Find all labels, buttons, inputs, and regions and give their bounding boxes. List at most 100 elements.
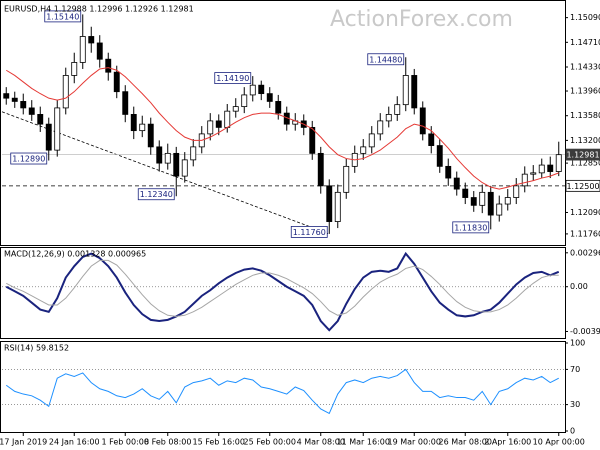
indicator-line (5, 368, 559, 415)
candle-body (215, 120, 222, 128)
candle-body (62, 75, 69, 109)
candle-body (232, 106, 239, 112)
y-tick-label: -0.003916 (570, 327, 600, 336)
annotation-label: 1.12890 (12, 155, 45, 164)
price-panel (0, 0, 566, 246)
candle-body (45, 123, 52, 151)
annotation-box (214, 72, 252, 84)
candle-body (419, 107, 426, 135)
candle-body (368, 133, 375, 148)
x-tick-label: 8 Feb 08:00 (144, 438, 191, 447)
candle-body (3, 93, 10, 99)
watermark: ActionForex.com (330, 7, 513, 32)
panel-title: EURUSD,H4 1.12988 1.12996 1.12926 1.1298… (4, 5, 194, 14)
candle-body (105, 58, 112, 73)
annotation-box (44, 10, 82, 23)
annotation-box (367, 53, 405, 66)
candle-body (462, 188, 469, 198)
annotation-label: 1.14480 (369, 55, 402, 64)
candle-body (538, 164, 545, 174)
candle-body (547, 164, 554, 172)
candle-body (88, 36, 95, 44)
x-tick-label: 26 Mar 08:00 (439, 438, 492, 447)
candle-body (275, 101, 282, 114)
y-tick-label: 0.002967 (570, 248, 600, 257)
candle-body (436, 145, 443, 167)
price-box (565, 179, 600, 192)
y-tick-label: 70 (570, 365, 580, 374)
candle-body (504, 197, 511, 205)
candle-body (530, 172, 537, 175)
candle-body (496, 203, 503, 216)
candle-body (139, 123, 146, 132)
x-tick-label: 11 Mar 16:00 (337, 438, 390, 447)
y-tick-label: 1.11760 (570, 229, 600, 238)
x-tick-label: 25 Feb 00:00 (244, 438, 296, 447)
y-tick-label: 100 (570, 339, 585, 348)
candle-body (360, 146, 367, 154)
trendline (1, 111, 330, 235)
candle-body (113, 71, 120, 93)
price-box (565, 148, 600, 161)
candle-body (428, 133, 435, 146)
candle-body (11, 97, 18, 102)
candle-body (555, 154, 562, 172)
y-tick-label: 0 (570, 427, 575, 436)
y-tick-label: 1.13200 (570, 136, 600, 145)
indicator-line (6, 259, 559, 317)
candle-body (181, 159, 188, 177)
candle-body (122, 91, 129, 115)
candle-body (402, 75, 409, 106)
candle-body (317, 152, 324, 187)
price-box-label: 1.12981 (566, 151, 599, 160)
annotation-box (10, 152, 48, 165)
candle-body (130, 114, 137, 132)
candle-body (164, 152, 171, 164)
candle-body (79, 36, 86, 63)
indicator-line (5, 251, 560, 332)
candle-body (513, 185, 520, 198)
candle-body (156, 146, 163, 164)
annotation-box (452, 221, 490, 234)
x-tick-label: 10 Apr 00:00 (533, 438, 585, 447)
price-box-label: 1.12500 (566, 182, 599, 191)
x-tick-label: 24 Jan 16:00 (49, 438, 100, 447)
candle-body (411, 75, 418, 109)
candle-body (224, 110, 231, 128)
candle-body (71, 62, 78, 76)
panel-title: MACD(12,26,9) 0.001328 0.000965 (4, 250, 146, 259)
candle-body (258, 84, 265, 95)
moving-average (5, 67, 559, 190)
rsi-panel (0, 341, 566, 433)
x-tick-label: 4 Mar 08:00 (297, 438, 345, 447)
candle-body (521, 173, 528, 187)
x-tick-label: 17 Jan 2019 (0, 438, 47, 447)
candle-body (20, 101, 27, 109)
candle-body (309, 126, 316, 154)
annotation-box (137, 188, 175, 201)
candle-body (249, 84, 256, 96)
y-tick-label: 30 (570, 400, 580, 409)
candle-body (96, 42, 103, 60)
x-tick-label: 19 Mar 00:00 (388, 438, 441, 447)
y-tick-label: 1.13960 (570, 87, 600, 96)
candle-body (266, 93, 273, 102)
y-tick-label: 1.14710 (570, 38, 600, 47)
y-tick-label: 0.00 (570, 282, 588, 291)
panel-title: RSI(14) 59.8152 (4, 344, 69, 353)
candle-body (343, 165, 350, 193)
candle-body (147, 123, 154, 148)
annotation-label: 1.12340 (140, 190, 173, 199)
candle-body (28, 107, 35, 115)
x-tick-label: 15 Feb 16:00 (193, 438, 245, 447)
y-tick-label: 1.12850 (570, 159, 600, 168)
annotation-label: 1.14190 (216, 74, 249, 83)
candle-body (479, 191, 486, 206)
candle-body (470, 197, 477, 206)
candle-body (377, 120, 384, 135)
candle-body (173, 152, 180, 177)
y-tick-label: 1.13580 (570, 111, 600, 120)
candle-body (385, 114, 392, 122)
